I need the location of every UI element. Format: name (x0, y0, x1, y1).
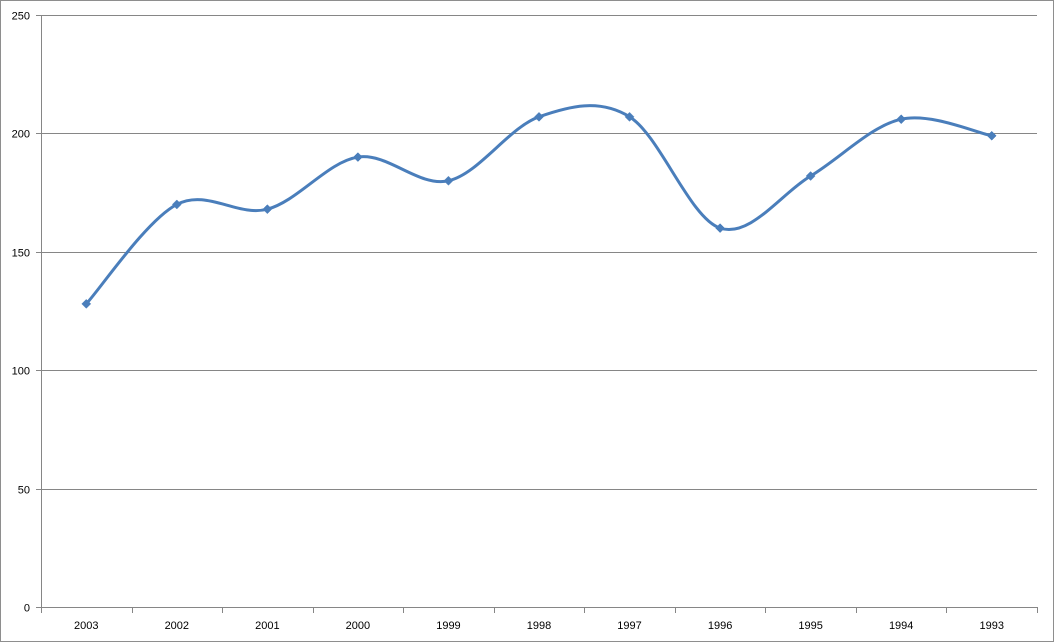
data-point-1997 (624, 111, 635, 122)
x-tick-label-2002: 2002 (165, 620, 189, 632)
data-point-1996 (715, 223, 725, 233)
x-tick-label-1996: 1996 (708, 620, 732, 632)
y-tick-label-250: 250 (12, 11, 30, 23)
x-tick-label-1995: 1995 (798, 620, 822, 632)
series-line-path (84, 104, 994, 306)
data-point-1993 (986, 130, 997, 141)
data-point-1994 (896, 114, 907, 125)
data-point-1998 (534, 111, 544, 122)
x-tick-label-1993: 1993 (979, 620, 1003, 632)
y-tick-label-200: 200 (12, 129, 30, 141)
gridlines (41, 15, 1037, 490)
series-line (84, 104, 994, 306)
x-tick-label-1997: 1997 (617, 620, 641, 632)
x-tick-label-1999: 1999 (436, 620, 460, 632)
data-point-2000 (353, 152, 363, 162)
y-tick-label-150: 150 (12, 248, 30, 260)
x-tick-label-2001: 2001 (255, 620, 279, 632)
data-point-2001 (262, 204, 273, 215)
data-point-2002 (171, 199, 182, 210)
x-tick-label-2003: 2003 (74, 620, 98, 632)
series-markers (81, 111, 997, 309)
y-tick-label-0: 0 (24, 603, 30, 615)
data-point-1995 (805, 171, 816, 181)
axes (36, 15, 1038, 613)
x-tick-label-1994: 1994 (889, 620, 913, 632)
data-point-2003 (81, 299, 92, 309)
x-tick-label-2000: 2000 (346, 620, 370, 632)
x-tick-labels: 2003 2002 2001 2000 1999 1998 1997 1996 1995 1994… (74, 620, 1004, 632)
data-point-1999 (443, 175, 454, 186)
x-tick-label-1998: 1998 (527, 620, 551, 632)
y-tick-label-100: 100 (12, 366, 30, 378)
y-tick-labels: 0 50 100 150 200 250 (12, 11, 30, 615)
y-tick-label-50: 50 (18, 485, 30, 497)
